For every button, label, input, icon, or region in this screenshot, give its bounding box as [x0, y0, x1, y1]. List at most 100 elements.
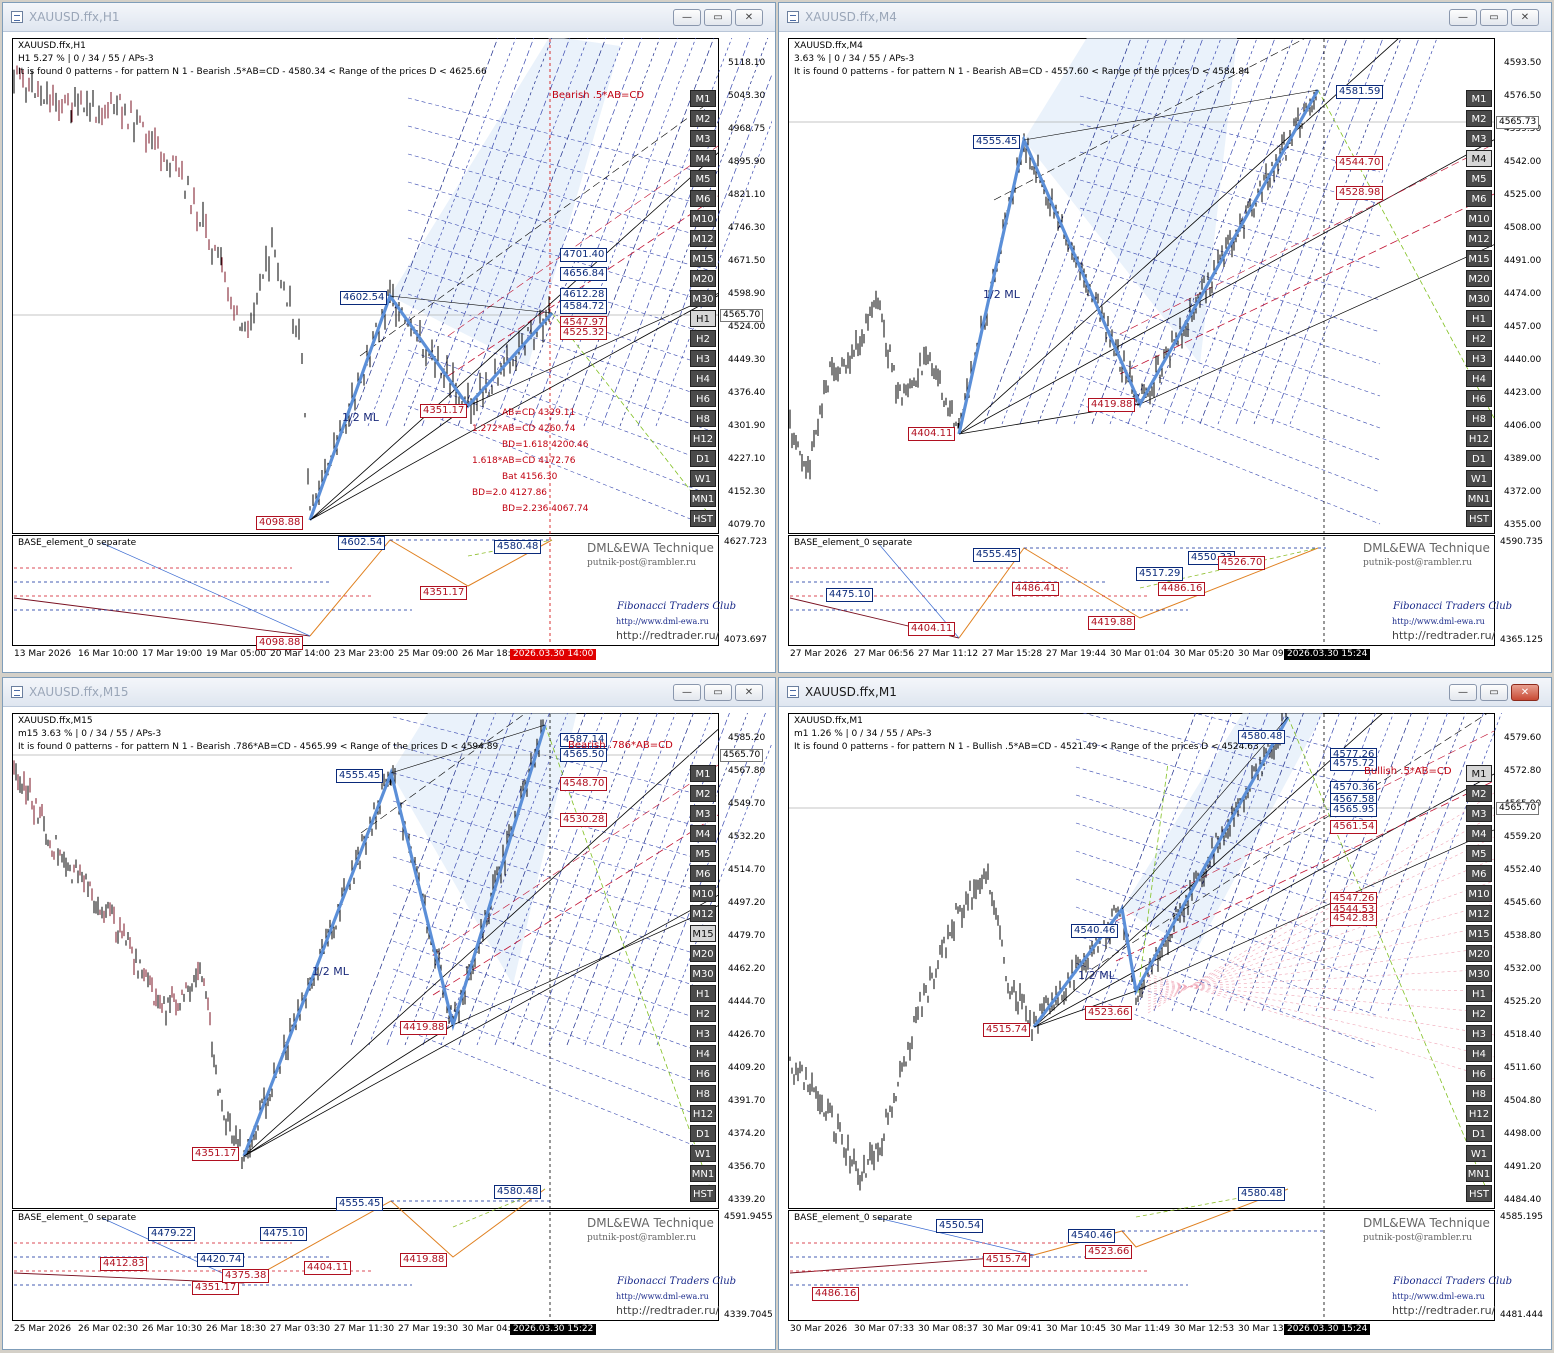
timeframe-button-h1[interactable]: H1 [690, 310, 716, 327]
timeframe-button-m4[interactable]: M4 [690, 825, 716, 842]
timeframe-button-h2[interactable]: H2 [1466, 1005, 1492, 1022]
timeframe-button-m5[interactable]: M5 [690, 845, 716, 862]
timeframe-button-h6[interactable]: H6 [1466, 390, 1492, 407]
timeframe-button-h8[interactable]: H8 [690, 410, 716, 427]
timeframe-button-mn1[interactable]: MN1 [1466, 1165, 1492, 1182]
timeframe-button-h1[interactable]: H1 [1466, 985, 1492, 1002]
timeframe-button-m6[interactable]: M6 [690, 865, 716, 882]
timeframe-button-m5[interactable]: M5 [1466, 845, 1492, 862]
timeframe-button-h3[interactable]: H3 [690, 350, 716, 367]
timeframe-button-h1[interactable]: H1 [1466, 310, 1492, 327]
timeframe-button-h12[interactable]: H12 [690, 1105, 716, 1122]
timeframe-button-m30[interactable]: M30 [1466, 290, 1492, 307]
timeframe-button-m10[interactable]: M10 [690, 885, 716, 902]
timeframe-button-d1[interactable]: D1 [1466, 450, 1492, 467]
timeframe-button-m6[interactable]: M6 [690, 190, 716, 207]
timeframe-button-m5[interactable]: M5 [1466, 170, 1492, 187]
timeframe-button-hst[interactable]: HST [690, 510, 716, 527]
restore-button[interactable]: ▭ [1480, 684, 1508, 701]
timeframe-button-m2[interactable]: M2 [1466, 785, 1492, 802]
timeframe-button-hst[interactable]: HST [1466, 510, 1492, 527]
chart-plot-area[interactable]: XAUUSD.ffx,M1 m1 1.26 % | 0 / 34 / 55 / A… [788, 713, 1548, 1345]
timeframe-button-h6[interactable]: H6 [1466, 1065, 1492, 1082]
chart-plot-area[interactable]: XAUUSD.ffx,M15 m15 3.63 % | 0 / 34 / 55 /… [12, 713, 773, 1345]
title-bar[interactable]: XAUUSD.ffx,H1 — ▭ ✕ [3, 3, 775, 32]
timeframe-button-h2[interactable]: H2 [690, 1005, 716, 1022]
timeframe-button-mn1[interactable]: MN1 [690, 490, 716, 507]
timeframe-button-h2[interactable]: H2 [1466, 330, 1492, 347]
timeframe-button-h12[interactable]: H12 [690, 430, 716, 447]
timeframe-button-m12[interactable]: M12 [1466, 230, 1492, 247]
timeframe-button-h6[interactable]: H6 [690, 390, 716, 407]
timeframe-button-m15[interactable]: M15 [690, 925, 716, 942]
timeframe-button-m3[interactable]: M3 [1466, 805, 1492, 822]
timeframe-button-h4[interactable]: H4 [1466, 370, 1492, 387]
timeframe-button-h8[interactable]: H8 [690, 1085, 716, 1102]
timeframe-button-h4[interactable]: H4 [690, 1045, 716, 1062]
minimize-button[interactable]: — [1449, 9, 1477, 26]
timeframe-button-h3[interactable]: H3 [1466, 1025, 1492, 1042]
timeframe-button-h8[interactable]: H8 [1466, 1085, 1492, 1102]
close-button[interactable]: ✕ [735, 9, 763, 26]
timeframe-button-m3[interactable]: M3 [690, 130, 716, 147]
timeframe-button-m12[interactable]: M12 [690, 230, 716, 247]
timeframe-button-m20[interactable]: M20 [1466, 270, 1492, 287]
chart-plot-area[interactable]: XAUUSD.ffx,M4 3.63 % | 0 / 34 / 55 / APs-… [788, 38, 1548, 668]
timeframe-button-d1[interactable]: D1 [1466, 1125, 1492, 1142]
timeframe-button-m1[interactable]: M1 [1466, 90, 1492, 107]
timeframe-button-mn1[interactable]: MN1 [1466, 490, 1492, 507]
timeframe-button-m2[interactable]: M2 [690, 110, 716, 127]
timeframe-button-m12[interactable]: M12 [690, 905, 716, 922]
chart-window-m4[interactable]: XAUUSD.ffx,M4 — ▭ ✕ XAUUSD.ffx,M4 3.63 % | 0 … [778, 2, 1552, 673]
timeframe-button-h12[interactable]: H12 [1466, 430, 1492, 447]
timeframe-button-m2[interactable]: M2 [690, 785, 716, 802]
timeframe-button-m20[interactable]: M20 [690, 270, 716, 287]
minimize-button[interactable]: — [673, 684, 701, 701]
chart-window-m15[interactable]: XAUUSD.ffx,M15 — ▭ ✕ XAUUSD.ffx,M15 m15 3.63 … [2, 677, 776, 1350]
chart-window-h1[interactable]: XAUUSD.ffx,H1 — ▭ ✕ XAUUSD.ffx,H1 H1 5.27 % |… [2, 2, 776, 673]
timeframe-button-m4[interactable]: M4 [690, 150, 716, 167]
chart-window-m1[interactable]: XAUUSD.ffx,M1 — ▭ ✕ XAUUSD.ffx,M1 m1 1.26 % |… [778, 677, 1552, 1350]
timeframe-button-m30[interactable]: M30 [1466, 965, 1492, 982]
timeframe-button-d1[interactable]: D1 [690, 450, 716, 467]
timeframe-button-h2[interactable]: H2 [690, 330, 716, 347]
timeframe-button-h1[interactable]: H1 [690, 985, 716, 1002]
chart-plot-area[interactable]: XAUUSD.ffx,H1 H1 5.27 % | 0 / 34 / 55 / A… [12, 38, 772, 668]
timeframe-button-m3[interactable]: M3 [690, 805, 716, 822]
timeframe-button-m5[interactable]: M5 [690, 170, 716, 187]
timeframe-button-w1[interactable]: W1 [1466, 470, 1492, 487]
timeframe-button-m12[interactable]: M12 [1466, 905, 1492, 922]
timeframe-button-m10[interactable]: M10 [690, 210, 716, 227]
timeframe-button-h12[interactable]: H12 [1466, 1105, 1492, 1122]
minimize-button[interactable]: — [673, 9, 701, 26]
timeframe-button-m15[interactable]: M15 [1466, 925, 1492, 942]
timeframe-button-hst[interactable]: HST [690, 1185, 716, 1202]
timeframe-button-w1[interactable]: W1 [690, 1145, 716, 1162]
timeframe-button-m20[interactable]: M20 [1466, 945, 1492, 962]
timeframe-button-hst[interactable]: HST [1466, 1185, 1492, 1202]
timeframe-button-m20[interactable]: M20 [690, 945, 716, 962]
timeframe-button-mn1[interactable]: MN1 [690, 1165, 716, 1182]
close-button[interactable]: ✕ [1511, 684, 1539, 701]
title-bar[interactable]: XAUUSD.ffx,M1 — ▭ ✕ [779, 678, 1551, 707]
timeframe-button-h8[interactable]: H8 [1466, 410, 1492, 427]
restore-button[interactable]: ▭ [704, 9, 732, 26]
minimize-button[interactable]: — [1449, 684, 1477, 701]
timeframe-button-m10[interactable]: M10 [1466, 885, 1492, 902]
timeframe-button-m4[interactable]: M4 [1466, 825, 1492, 842]
timeframe-button-h3[interactable]: H3 [1466, 350, 1492, 367]
timeframe-button-h4[interactable]: H4 [690, 370, 716, 387]
timeframe-button-h4[interactable]: H4 [1466, 1045, 1492, 1062]
restore-button[interactable]: ▭ [704, 684, 732, 701]
title-bar[interactable]: XAUUSD.ffx,M15 — ▭ ✕ [3, 678, 775, 707]
timeframe-button-h3[interactable]: H3 [690, 1025, 716, 1042]
timeframe-button-m6[interactable]: M6 [1466, 190, 1492, 207]
timeframe-button-w1[interactable]: W1 [1466, 1145, 1492, 1162]
timeframe-button-w1[interactable]: W1 [690, 470, 716, 487]
timeframe-button-m3[interactable]: M3 [1466, 130, 1492, 147]
timeframe-button-d1[interactable]: D1 [690, 1125, 716, 1142]
timeframe-button-m30[interactable]: M30 [690, 965, 716, 982]
timeframe-button-m1[interactable]: M1 [690, 90, 716, 107]
close-button[interactable]: ✕ [735, 684, 763, 701]
close-button[interactable]: ✕ [1511, 9, 1539, 26]
